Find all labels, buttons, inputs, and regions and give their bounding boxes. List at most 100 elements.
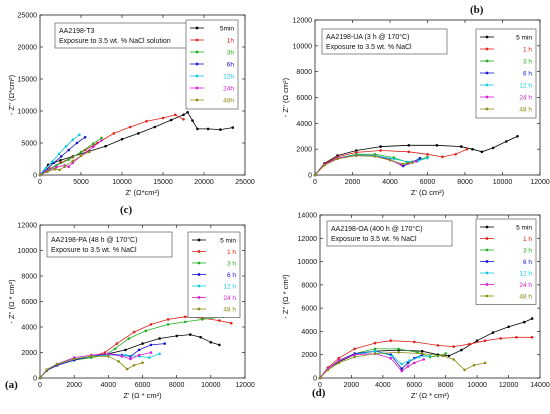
data-point (64, 144, 68, 148)
x-tick-label: 6000 (420, 179, 436, 186)
data-point (92, 145, 95, 149)
legend-label: 5 min (516, 35, 532, 42)
data-point (415, 160, 418, 163)
data-point (391, 354, 394, 358)
data-point (107, 355, 110, 358)
data-point (444, 352, 448, 355)
legend-label: 5min (220, 26, 234, 33)
legend-label: 24 h (519, 282, 532, 289)
data-point (182, 113, 185, 117)
data-point (491, 146, 495, 150)
info-box-line: Exposure to 3.5 wt. % NaCl solution (59, 38, 171, 45)
legend-label: 1 h (523, 47, 532, 54)
legend-label: 1h (227, 38, 235, 45)
data-point (166, 318, 170, 321)
legend-label: 12 h (223, 284, 236, 291)
data-point (149, 323, 153, 326)
data-point (441, 354, 444, 358)
x-tick-label: 25000 (235, 179, 255, 186)
info-box-line: Exposure to 3.5 wt. % NaCl (331, 236, 417, 243)
legend-marker (485, 294, 489, 298)
data-point (103, 351, 107, 354)
data-point (199, 335, 202, 339)
data-point (196, 127, 199, 131)
x-tick-label: 5000 (73, 179, 89, 186)
data-point (44, 167, 47, 170)
y-tick-label: 10000 (18, 109, 38, 116)
data-point (137, 353, 141, 357)
data-point (460, 348, 463, 352)
legend-marker (485, 225, 489, 229)
data-point (161, 116, 165, 120)
data-point (71, 159, 75, 163)
data-point (355, 149, 358, 152)
legend-label: 6 h (523, 71, 532, 78)
data-point (471, 147, 474, 151)
x-tick-label: 4000 (382, 179, 398, 186)
data-point (60, 155, 63, 158)
y-tick-label: 0 (313, 376, 317, 383)
data-point (422, 358, 426, 361)
data-point (144, 329, 148, 333)
x-axis-label: Z' (Ω * cm²) (123, 391, 162, 400)
y-axis-label: - Z'' (Ω*cm²) (7, 74, 16, 115)
data-point (46, 170, 49, 174)
legend-marker (485, 35, 489, 39)
data-point (132, 330, 136, 334)
legend-marker (485, 271, 489, 275)
info-box-line: AA2198-PA (48 h @ 170°C) (51, 236, 137, 244)
data-point (516, 135, 519, 138)
data-point (373, 155, 377, 158)
data-point (182, 118, 185, 121)
panel-label: (d) (312, 387, 326, 399)
data-point (67, 148, 70, 152)
series-7 (313, 154, 414, 177)
data-point (413, 361, 416, 365)
x-tick-label: 14000 (530, 382, 550, 389)
data-point (401, 162, 405, 166)
data-point (353, 355, 356, 359)
x-axis-label: Z' (Ω * cm²) (411, 391, 450, 400)
y-tick-label: 14000 (298, 213, 318, 220)
x-tick-label: 0 (38, 382, 42, 389)
info-box (326, 220, 453, 247)
y-tick-label: 5000 (21, 141, 37, 148)
data-point (426, 156, 429, 160)
data-point (373, 352, 377, 355)
y-tick-label: 25000 (18, 13, 38, 20)
series-2 (38, 113, 185, 177)
legend-label: 48h (223, 98, 234, 105)
series-7 (318, 351, 487, 380)
x-tick-label: 15000 (153, 179, 173, 186)
series-line (319, 353, 424, 379)
legend-marker (195, 38, 199, 42)
data-point (420, 352, 424, 355)
data-point (389, 339, 393, 343)
legend-marker (197, 250, 201, 253)
data-point (113, 347, 117, 351)
y-tick-label: 12000 (293, 18, 313, 25)
series-line (39, 114, 184, 176)
data-point (75, 141, 79, 145)
data-point (407, 150, 411, 154)
chart-panel-1: 0 5000 10000 15000 20000 25000 0 5000 10000 15000… (7, 13, 255, 198)
x-tick-label: 2000 (345, 179, 361, 186)
data-point (129, 357, 132, 361)
x-axis-label: Z' (Ω*cm²) (125, 188, 160, 197)
data-point (72, 357, 76, 361)
y-axis-label: - Z'' (Ω cm²) (281, 77, 290, 117)
data-point (63, 165, 66, 168)
data-point (355, 154, 358, 157)
data-point (51, 160, 54, 163)
data-point (420, 349, 424, 353)
panel-label: (c) (120, 204, 133, 216)
data-point (397, 347, 400, 351)
legend-label: 48 h (223, 307, 236, 314)
series-7 (38, 150, 91, 177)
legend-marker (197, 307, 201, 311)
data-point (515, 336, 518, 339)
y-tick-label: 0 (33, 376, 37, 383)
data-point (124, 353, 127, 357)
data-point (115, 342, 119, 345)
legend-label: 12 h (519, 271, 532, 278)
